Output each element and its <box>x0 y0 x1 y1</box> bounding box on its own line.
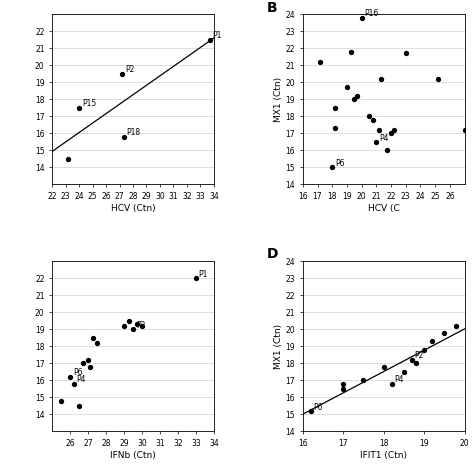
Text: P1: P1 <box>199 270 208 279</box>
Y-axis label: MX1 (Ctn): MX1 (Ctn) <box>274 77 283 122</box>
Text: P2: P2 <box>415 351 424 360</box>
Text: P6: P6 <box>335 159 345 168</box>
Point <box>408 356 416 364</box>
X-axis label: HCV (Ctn): HCV (Ctn) <box>111 204 155 213</box>
Point <box>120 322 128 329</box>
Point <box>70 380 77 387</box>
X-axis label: IFIT1 (Ctn): IFIT1 (Ctn) <box>360 451 407 460</box>
Point <box>138 322 146 329</box>
Point <box>129 325 137 333</box>
Point <box>461 126 468 134</box>
Text: P4: P4 <box>394 375 404 384</box>
Point <box>192 274 200 282</box>
Point <box>75 402 83 410</box>
Point <box>133 320 140 328</box>
Point <box>383 146 391 154</box>
Point <box>206 36 214 44</box>
Point <box>120 133 128 141</box>
Text: P6: P6 <box>314 402 323 411</box>
Text: P4: P4 <box>379 134 389 143</box>
Point <box>328 164 336 171</box>
Text: P1: P1 <box>213 31 222 40</box>
Point <box>358 14 365 21</box>
Text: P6: P6 <box>73 368 82 377</box>
Point <box>64 155 72 163</box>
Point <box>370 116 377 124</box>
Point <box>375 126 383 134</box>
Point <box>434 75 442 82</box>
Point <box>388 380 395 387</box>
Point <box>377 75 384 82</box>
Point <box>440 329 448 337</box>
Point <box>331 125 339 132</box>
Y-axis label: MX1 (Ctn): MX1 (Ctn) <box>274 324 283 369</box>
Point <box>339 380 347 387</box>
X-axis label: HCV (C: HCV (C <box>368 204 400 213</box>
Point <box>365 113 373 120</box>
Point <box>343 83 351 91</box>
X-axis label: IFNb (Ctn): IFNb (Ctn) <box>110 451 156 460</box>
Point <box>66 373 74 381</box>
Text: P18: P18 <box>127 128 140 137</box>
Point <box>387 129 395 137</box>
Text: P15: P15 <box>82 100 96 109</box>
Text: P2: P2 <box>125 65 134 74</box>
Point <box>86 363 94 371</box>
Point <box>331 104 339 112</box>
Text: D: D <box>267 247 279 262</box>
Text: P16: P16 <box>365 9 379 18</box>
Point <box>402 50 410 57</box>
Point <box>84 356 92 364</box>
Point <box>373 138 380 146</box>
Point <box>428 337 436 345</box>
Point <box>75 104 83 112</box>
Point <box>350 96 358 103</box>
Point <box>412 359 420 367</box>
Point <box>400 368 408 375</box>
Point <box>307 407 315 415</box>
Point <box>93 339 101 346</box>
Text: B: B <box>267 0 278 15</box>
Text: P2: P2 <box>136 321 145 330</box>
Point <box>57 397 65 404</box>
Point <box>420 346 428 354</box>
Point <box>317 58 324 66</box>
Point <box>126 317 133 325</box>
Point <box>354 92 361 100</box>
Point <box>79 359 86 367</box>
Point <box>90 334 97 341</box>
Point <box>380 363 387 371</box>
Point <box>347 48 355 55</box>
Point <box>453 322 460 329</box>
Point <box>390 126 398 134</box>
Text: P4: P4 <box>76 375 86 384</box>
Point <box>118 70 126 78</box>
Point <box>360 376 367 384</box>
Point <box>339 385 347 392</box>
